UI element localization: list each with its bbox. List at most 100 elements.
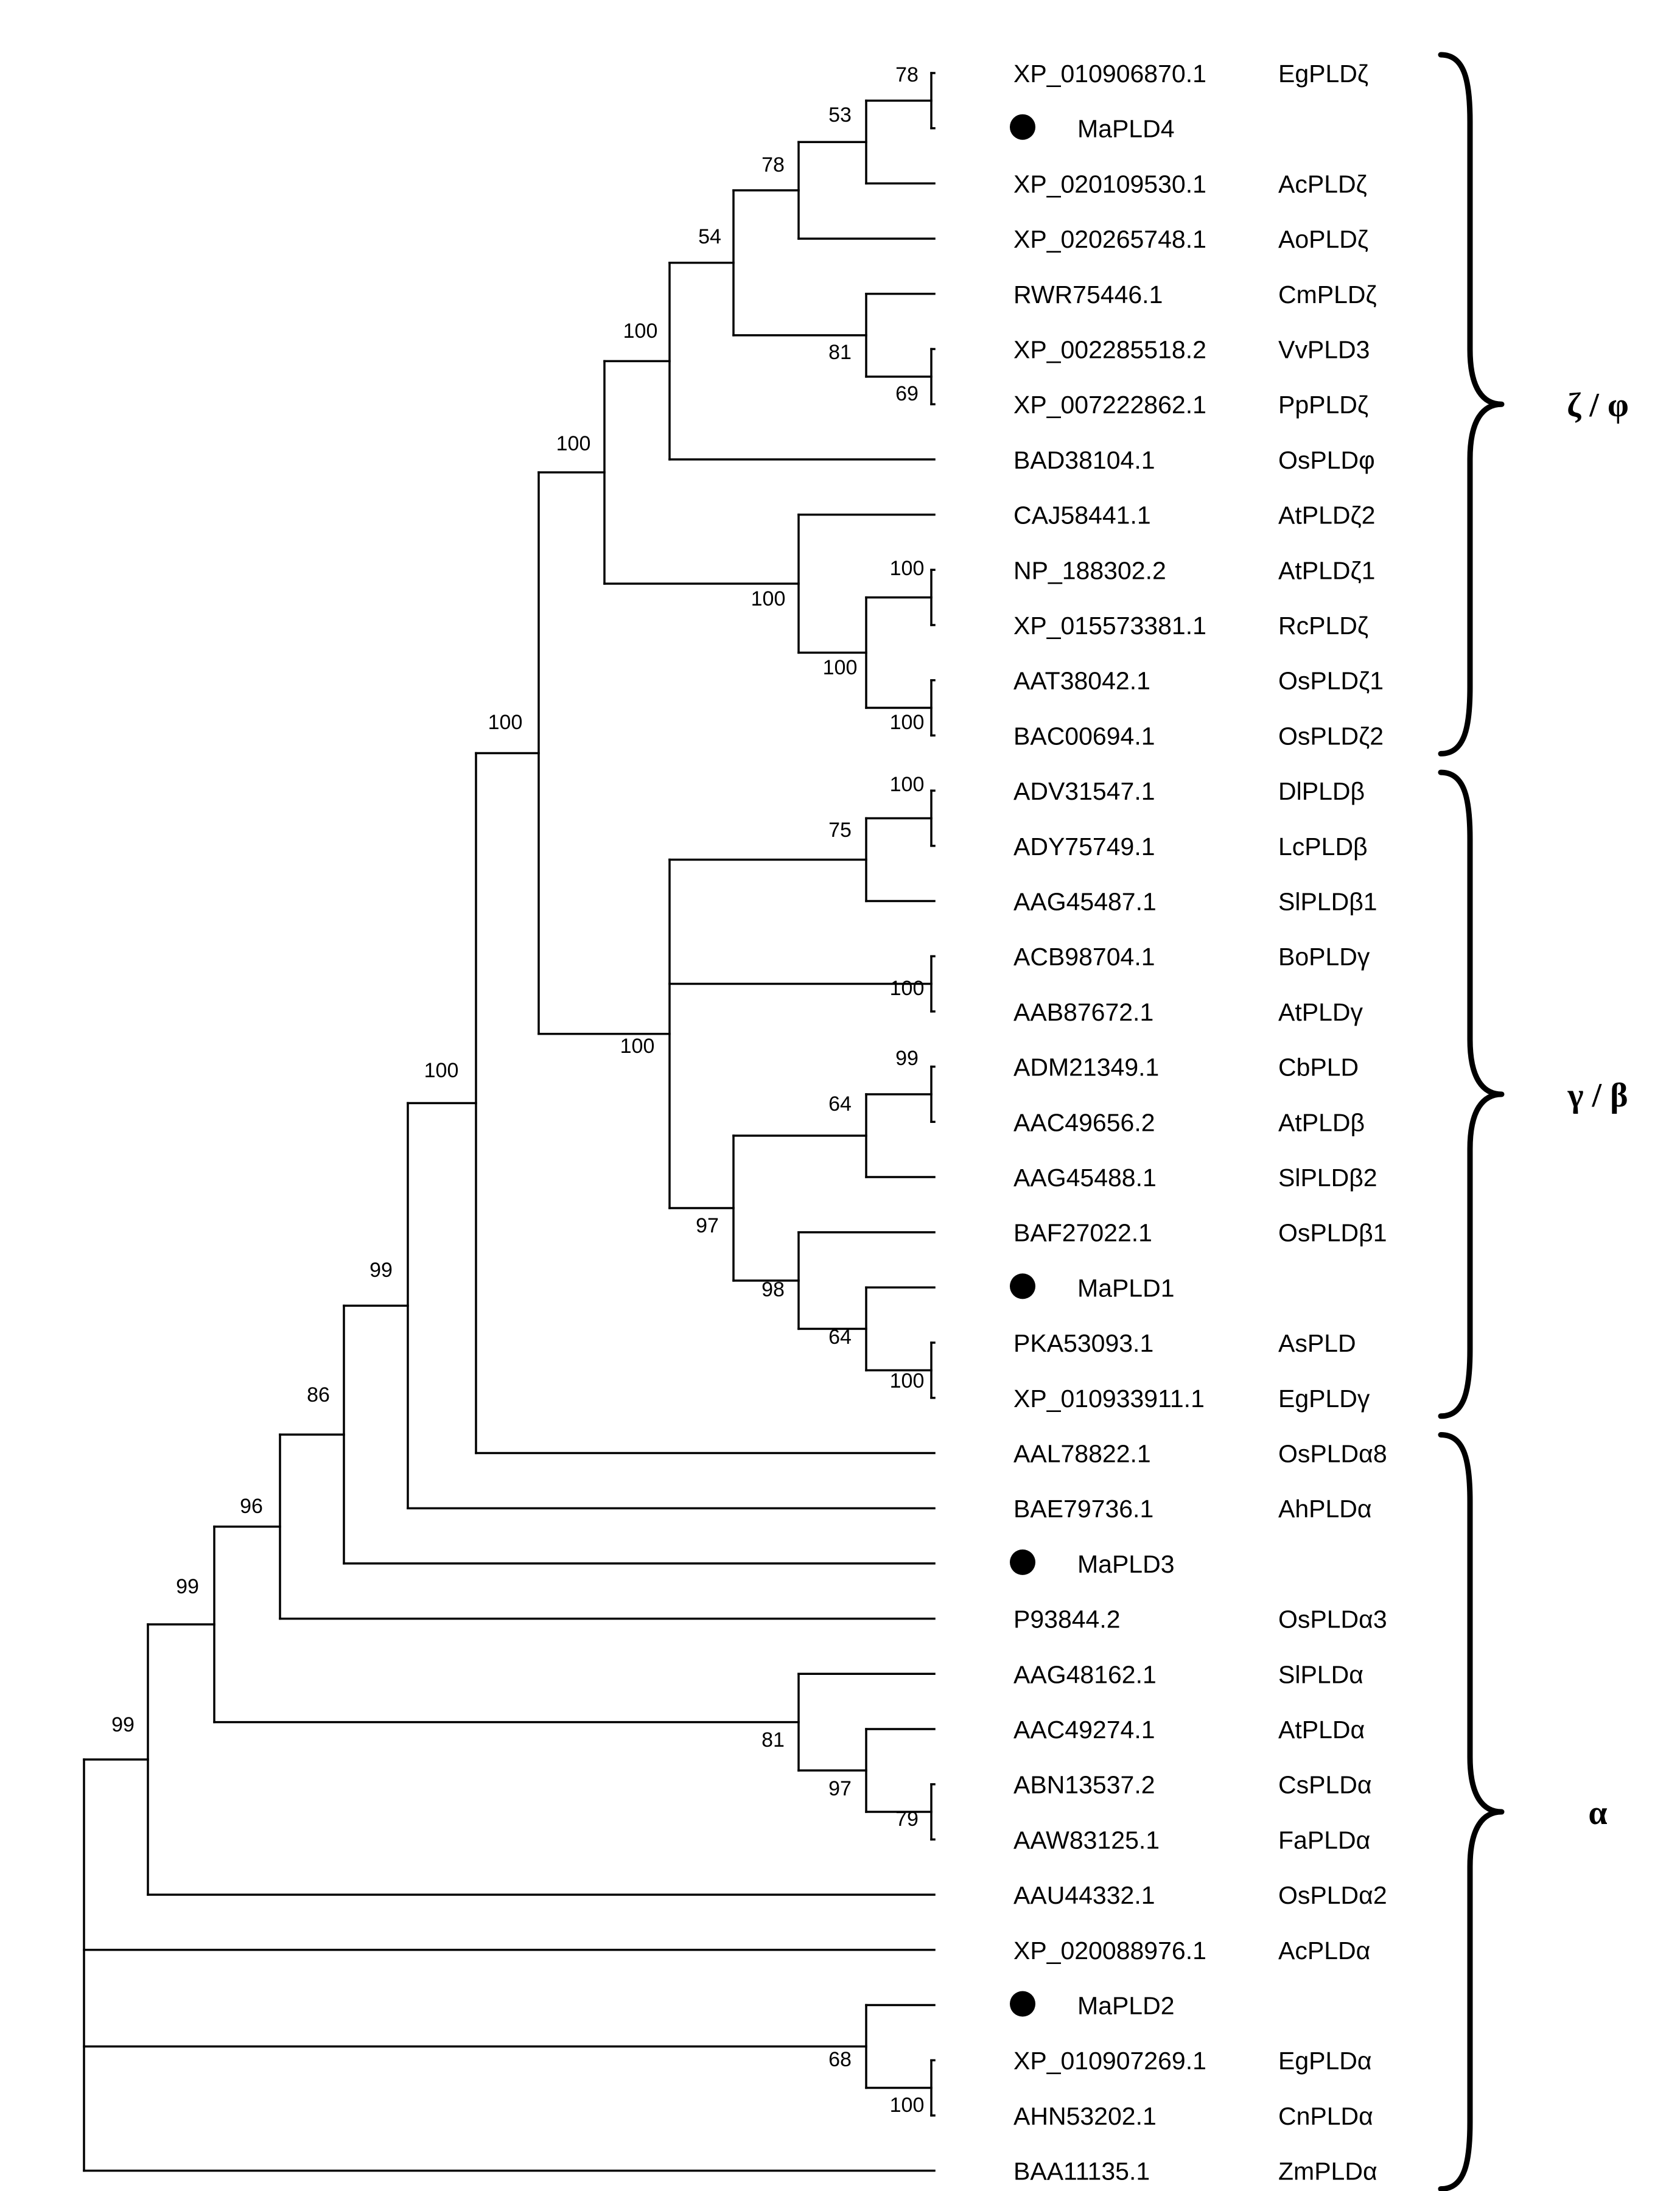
leaf-gene: OsPLDβ1 bbox=[1278, 1219, 1387, 1247]
leaf-accession: XP_010906870.1 bbox=[1013, 60, 1206, 88]
leaf-gene: PpPLDζ bbox=[1278, 391, 1368, 419]
leaf-gene: SlPLDα bbox=[1278, 1660, 1363, 1688]
bootstrap-value: 78 bbox=[895, 63, 919, 86]
clade-brace bbox=[1438, 1432, 1505, 2191]
leaf-accession: AAW83125.1 bbox=[1013, 1826, 1160, 1854]
bootstrap-value: 64 bbox=[828, 1092, 852, 1116]
leaf-gene: EgPLDζ bbox=[1278, 60, 1368, 88]
bootstrap-value: 100 bbox=[890, 711, 925, 734]
bootstrap-value: 100 bbox=[890, 2094, 925, 2117]
leaf-gene: AoPLDζ bbox=[1278, 225, 1368, 253]
clade-brace bbox=[1438, 52, 1505, 757]
leaf-accession: XP_002285518.2 bbox=[1013, 336, 1206, 364]
bootstrap-value: 100 bbox=[751, 587, 786, 610]
leaf-gene: MaPLD3 bbox=[1077, 1550, 1175, 1578]
bootstrap-value: 100 bbox=[620, 1035, 655, 1058]
bootstrap-value: 100 bbox=[890, 1369, 925, 1393]
bootstrap-value: 97 bbox=[696, 1214, 719, 1237]
leaf-accession: AAG48162.1 bbox=[1013, 1660, 1157, 1688]
bootstrap-value: 69 bbox=[895, 382, 919, 405]
leaf-gene: AtPLDζ2 bbox=[1278, 501, 1375, 529]
leaf-gene: AcPLDζ bbox=[1278, 170, 1367, 198]
leaf-accession: XP_020109530.1 bbox=[1013, 170, 1206, 198]
bootstrap-value: 100 bbox=[488, 711, 523, 734]
leaf-accession: AAC49656.2 bbox=[1013, 1108, 1155, 1136]
leaf-accession: AAB87672.1 bbox=[1013, 998, 1153, 1026]
leaf-accession: XP_020088976.1 bbox=[1013, 1937, 1206, 1965]
leaf-accession: AAT38042.1 bbox=[1013, 667, 1150, 695]
leaf-accession: NP_188302.2 bbox=[1013, 556, 1166, 584]
leaf-gene: MaPLD2 bbox=[1077, 1992, 1175, 2020]
bootstrap-value: 99 bbox=[369, 1259, 393, 1282]
leaf-accession: ADV31547.1 bbox=[1013, 777, 1155, 805]
leaf-accession: XP_007222862.1 bbox=[1013, 391, 1206, 419]
leaf-accession: BAE79736.1 bbox=[1013, 1495, 1153, 1523]
bootstrap-value: 97 bbox=[828, 1777, 852, 1800]
leaf-accession: AAL78822.1 bbox=[1013, 1440, 1151, 1468]
leaf-accession: ADM21349.1 bbox=[1013, 1054, 1159, 1082]
leaf-gene: OsPLDα8 bbox=[1278, 1440, 1387, 1468]
leaf-accession: AAC49274.1 bbox=[1013, 1716, 1155, 1744]
leaf-gene: OsPLDζ1 bbox=[1278, 667, 1384, 695]
clade-label: γ / β bbox=[1567, 1077, 1628, 1114]
leaf-gene: BoPLDγ bbox=[1278, 943, 1370, 971]
leaf-accession: AAG45488.1 bbox=[1013, 1164, 1157, 1192]
bootstrap-value: 100 bbox=[890, 773, 925, 796]
leaf-accession: CAJ58441.1 bbox=[1013, 501, 1151, 529]
leaf-accession: RWR75446.1 bbox=[1013, 281, 1163, 309]
leaf-gene: MaPLD4 bbox=[1077, 115, 1175, 143]
bootstrap-value: 96 bbox=[240, 1495, 263, 1518]
leaf-gene: OsPLDζ2 bbox=[1278, 722, 1384, 750]
leaf-gene: AcPLDα bbox=[1278, 1937, 1370, 1965]
bootstrap-value: 99 bbox=[111, 1713, 135, 1736]
leaf-accession: BAC00694.1 bbox=[1013, 722, 1155, 750]
leaf-accession: BAF27022.1 bbox=[1013, 1219, 1152, 1247]
leaf-accession: P93844.2 bbox=[1013, 1606, 1121, 1634]
leaf-gene: AsPLD bbox=[1278, 1329, 1356, 1357]
bootstrap-value: 100 bbox=[890, 977, 925, 1000]
leaf-gene: AhPLDα bbox=[1278, 1495, 1372, 1523]
bootstrap-value: 100 bbox=[890, 557, 925, 580]
leaf-gene: OsPLDα2 bbox=[1278, 1881, 1387, 1909]
leaf-gene: LcPLDβ bbox=[1278, 833, 1368, 861]
bootstrap-value: 100 bbox=[823, 656, 858, 679]
bootstrap-value: 100 bbox=[623, 320, 658, 343]
leaf-gene: FaPLDα bbox=[1278, 1826, 1370, 1854]
leaf-accession: AAG45487.1 bbox=[1013, 888, 1157, 916]
bootstrap-value: 99 bbox=[895, 1047, 919, 1070]
bootstrap-value: 54 bbox=[698, 225, 721, 248]
leaf-gene: OsPLDα3 bbox=[1278, 1606, 1387, 1634]
leaf-gene: EgPLDα bbox=[1278, 2047, 1372, 2075]
bootstrap-value: 100 bbox=[556, 432, 591, 455]
highlight-dot-icon bbox=[1010, 1273, 1035, 1299]
leaf-accession: XP_010907269.1 bbox=[1013, 2047, 1206, 2075]
leaf-accession: XP_010933911.1 bbox=[1013, 1385, 1205, 1413]
bootstrap-value: 99 bbox=[176, 1575, 199, 1598]
leaf-accession: AAU44332.1 bbox=[1013, 1881, 1155, 1909]
bootstrap-value: 98 bbox=[761, 1278, 785, 1301]
bootstrap-value: 86 bbox=[307, 1383, 330, 1407]
bootstrap-value: 79 bbox=[895, 1808, 919, 1831]
leaf-accession: PKA53093.1 bbox=[1013, 1329, 1153, 1357]
clade-brace bbox=[1438, 769, 1505, 1419]
leaf-accession: BAA11135.1 bbox=[1013, 2158, 1150, 2186]
highlight-dot-icon bbox=[1010, 1549, 1035, 1575]
bootstrap-value: 75 bbox=[828, 819, 852, 842]
leaf-gene: CsPLDα bbox=[1278, 1771, 1372, 1799]
leaf-gene: AtPLDβ bbox=[1278, 1108, 1365, 1136]
leaf-accession: ACB98704.1 bbox=[1013, 943, 1155, 971]
leaf-accession: XP_020265748.1 bbox=[1013, 225, 1206, 253]
leaf-gene: OsPLDφ bbox=[1278, 446, 1375, 474]
leaf-gene: SlPLDβ1 bbox=[1278, 888, 1377, 916]
leaf-gene: DlPLDβ bbox=[1278, 777, 1365, 805]
bootstrap-value: 81 bbox=[761, 1728, 785, 1752]
leaf-accession: ABN13537.2 bbox=[1013, 1771, 1155, 1799]
leaf-gene: MaPLD1 bbox=[1077, 1274, 1175, 1302]
bootstrap-value: 78 bbox=[761, 153, 785, 176]
leaf-gene: SlPLDβ2 bbox=[1278, 1164, 1377, 1192]
leaf-accession: ADY75749.1 bbox=[1013, 833, 1155, 861]
bootstrap-value: 68 bbox=[828, 2048, 852, 2071]
bootstrap-value: 81 bbox=[828, 341, 852, 364]
clade-label: α bbox=[1588, 1794, 1607, 1832]
leaf-gene: AtPLDγ bbox=[1278, 998, 1363, 1026]
